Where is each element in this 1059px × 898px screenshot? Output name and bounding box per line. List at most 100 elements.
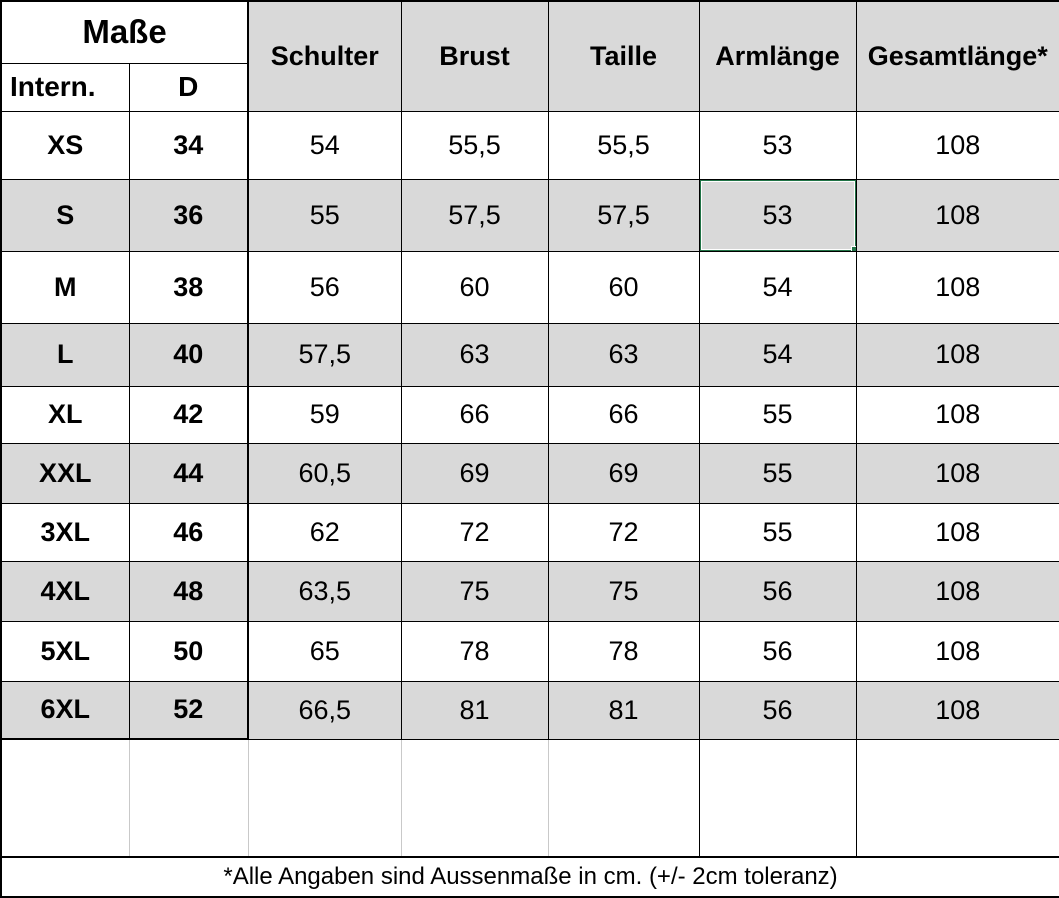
value-cell[interactable]: 69 xyxy=(400,442,549,504)
size-cell[interactable]: XXL xyxy=(0,442,130,504)
size-cell[interactable]: M xyxy=(0,250,130,324)
value-cell[interactable]: 66,5 xyxy=(247,680,402,740)
header-d[interactable]: D xyxy=(128,62,250,112)
size-d-cell[interactable]: 48 xyxy=(128,560,250,622)
value-cell[interactable]: 75 xyxy=(547,560,700,622)
value-cell[interactable]: 81 xyxy=(547,680,700,740)
value-cell[interactable]: 55 xyxy=(698,385,857,444)
footnote-cell[interactable]: *Alle Angaben sind Aussenmaße in cm. (+/… xyxy=(0,856,1059,898)
value-cell[interactable]: 108 xyxy=(855,560,1059,622)
size-cell[interactable]: XL xyxy=(0,385,130,444)
table-row-m: M 38 56 60 60 54 108 xyxy=(0,250,1059,324)
value-cell[interactable]: 55,5 xyxy=(400,110,549,180)
value-cell[interactable]: 59 xyxy=(247,385,402,444)
value-cell[interactable]: 57,5 xyxy=(547,178,700,252)
size-cell[interactable]: L xyxy=(0,322,130,387)
header-schulter[interactable]: Schulter xyxy=(247,0,402,112)
value-cell[interactable]: 57,5 xyxy=(400,178,549,252)
empty-cell[interactable] xyxy=(855,738,1059,858)
size-cell[interactable]: XS xyxy=(0,110,130,180)
value-cell[interactable]: 72 xyxy=(547,502,700,562)
value-cell[interactable]: 63,5 xyxy=(247,560,402,622)
value-cell[interactable]: 108 xyxy=(855,442,1059,504)
empty-row xyxy=(0,738,1059,858)
value-cell[interactable]: 108 xyxy=(855,680,1059,740)
selected-cell[interactable]: 53 xyxy=(698,178,857,252)
size-d-cell[interactable]: 34 xyxy=(128,110,250,180)
header-intern[interactable]: Intern. xyxy=(0,62,130,112)
value-cell[interactable]: 55 xyxy=(698,502,857,562)
size-cell[interactable]: 5XL xyxy=(0,620,130,682)
value-cell[interactable]: 81 xyxy=(400,680,549,740)
value-cell[interactable]: 65 xyxy=(247,620,402,682)
table-row-l: L 40 57,5 63 63 54 108 xyxy=(0,322,1059,387)
selected-cell-value: 53 xyxy=(762,199,793,230)
empty-cell[interactable] xyxy=(247,738,402,858)
value-cell[interactable]: 55 xyxy=(698,442,857,504)
size-d-cell[interactable]: 44 xyxy=(128,442,250,504)
header-row-sub: Intern. D xyxy=(0,62,1059,112)
value-cell[interactable]: 66 xyxy=(547,385,700,444)
value-cell[interactable]: 54 xyxy=(698,322,857,387)
empty-cell[interactable] xyxy=(547,738,700,858)
value-cell[interactable]: 63 xyxy=(400,322,549,387)
table-row-xs: XS 34 54 55,5 55,5 53 108 xyxy=(0,110,1059,180)
header-taille[interactable]: Taille xyxy=(547,0,700,112)
value-cell[interactable]: 54 xyxy=(247,110,402,180)
value-cell[interactable]: 108 xyxy=(855,620,1059,682)
value-cell[interactable]: 78 xyxy=(547,620,700,682)
value-cell[interactable]: 75 xyxy=(400,560,549,622)
value-cell[interactable]: 108 xyxy=(855,110,1059,180)
value-cell[interactable]: 53 xyxy=(698,110,857,180)
size-d-cell[interactable]: 42 xyxy=(128,385,250,444)
value-cell[interactable]: 57,5 xyxy=(247,322,402,387)
header-brust[interactable]: Brust xyxy=(400,0,549,112)
value-cell[interactable]: 108 xyxy=(855,322,1059,387)
value-cell[interactable]: 78 xyxy=(400,620,549,682)
value-cell[interactable]: 54 xyxy=(698,250,857,324)
empty-cell[interactable] xyxy=(400,738,549,858)
value-cell[interactable]: 55,5 xyxy=(547,110,700,180)
header-gesamtlaenge[interactable]: Gesamtlänge* xyxy=(855,0,1059,112)
size-cell[interactable]: 3XL xyxy=(0,502,130,562)
selection-fill-handle[interactable] xyxy=(850,245,856,250)
size-d-cell[interactable]: 38 xyxy=(128,250,250,324)
size-d-cell[interactable]: 50 xyxy=(128,620,250,682)
size-cell[interactable]: S xyxy=(0,178,130,252)
empty-cell[interactable] xyxy=(0,738,130,858)
value-cell[interactable]: 60,5 xyxy=(247,442,402,504)
value-cell[interactable]: 63 xyxy=(547,322,700,387)
size-d-cell[interactable]: 36 xyxy=(128,178,250,252)
value-cell[interactable]: 108 xyxy=(855,502,1059,562)
value-cell[interactable]: 56 xyxy=(698,680,857,740)
value-cell[interactable]: 108 xyxy=(855,178,1059,252)
value-cell[interactable]: 56 xyxy=(698,620,857,682)
value-cell[interactable]: 55 xyxy=(247,178,402,252)
header-row-top: Maße Schulter Brust Taille Armlänge Gesa… xyxy=(0,0,1059,112)
size-d-cell[interactable]: 46 xyxy=(128,502,250,562)
value-cell[interactable]: 56 xyxy=(247,250,402,324)
header-armlaenge[interactable]: Armlänge xyxy=(698,0,857,112)
value-cell[interactable]: 60 xyxy=(547,250,700,324)
value-cell[interactable]: 66 xyxy=(400,385,549,444)
value-cell[interactable]: 69 xyxy=(547,442,700,504)
masse-header-cell[interactable]: Maße xyxy=(0,0,250,64)
table-row-6xl: 6XL 52 66,5 81 81 56 108 xyxy=(0,680,1059,740)
table-row-4xl: 4XL 48 63,5 75 75 56 108 xyxy=(0,560,1059,622)
value-cell[interactable]: 108 xyxy=(855,250,1059,324)
size-cell[interactable]: 6XL xyxy=(0,680,130,740)
empty-cell[interactable] xyxy=(128,738,249,858)
size-d-cell[interactable]: 52 xyxy=(128,680,250,740)
value-cell[interactable]: 72 xyxy=(400,502,549,562)
size-cell[interactable]: 4XL xyxy=(0,560,130,622)
value-cell[interactable]: 56 xyxy=(698,560,857,622)
table-row-xl: XL 42 59 66 66 55 108 xyxy=(0,385,1059,444)
value-cell[interactable]: 108 xyxy=(855,385,1059,444)
size-d-cell[interactable]: 40 xyxy=(128,322,250,387)
value-cell[interactable]: 60 xyxy=(400,250,549,324)
empty-cell[interactable] xyxy=(698,738,857,858)
table-row-3xl: 3XL 46 62 72 72 55 108 xyxy=(0,502,1059,562)
table-row-s: S 36 55 57,5 57,5 53 108 xyxy=(0,178,1059,252)
value-cell[interactable]: 62 xyxy=(247,502,402,562)
